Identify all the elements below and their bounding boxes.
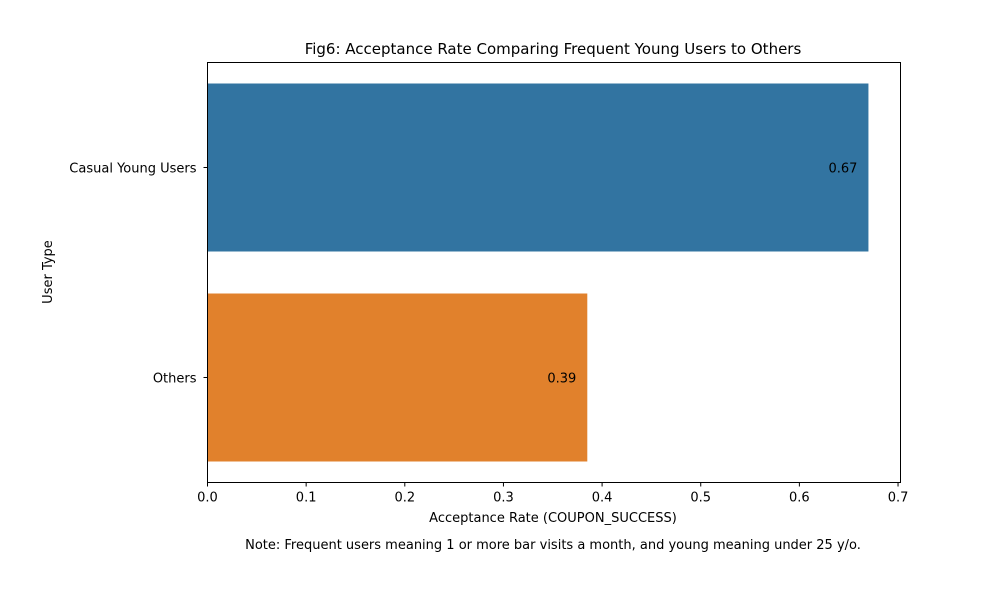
x-tick-label: 0.7 (888, 491, 909, 506)
y-axis-ticks: Casual Young Users Others (69, 162, 208, 387)
chart-note: Note: Frequent users meaning 1 or more b… (245, 538, 861, 553)
y-tick-label: Others (153, 372, 197, 387)
x-tick-label: 0.5 (690, 491, 711, 506)
y-tick-label: Casual Young Users (69, 162, 196, 177)
chart-title: Fig6: Acceptance Rate Comparing Frequent… (305, 40, 802, 58)
x-tick-label: 0.6 (789, 491, 810, 506)
bar (207, 83, 869, 252)
x-tick-label: 0.0 (197, 491, 218, 506)
bars-layer (207, 83, 869, 462)
x-tick-label: 0.2 (394, 491, 415, 506)
x-tick-label: 0.4 (592, 491, 613, 506)
data-labels: 0.67 0.39 (547, 162, 857, 387)
bar-value-label: 0.67 (828, 162, 857, 177)
y-axis-label: User Type (41, 240, 56, 304)
x-axis-label: Acceptance Rate (COUPON_SUCCESS) (429, 511, 677, 526)
x-tick-label: 0.1 (296, 491, 317, 506)
bar-value-label: 0.39 (547, 372, 576, 387)
bar (207, 293, 588, 462)
x-axis-ticks: 0.0 0.1 0.2 0.3 0.4 0.5 0.6 0.7 (197, 482, 909, 506)
x-tick-label: 0.3 (493, 491, 514, 506)
plot-frame (207, 62, 901, 483)
